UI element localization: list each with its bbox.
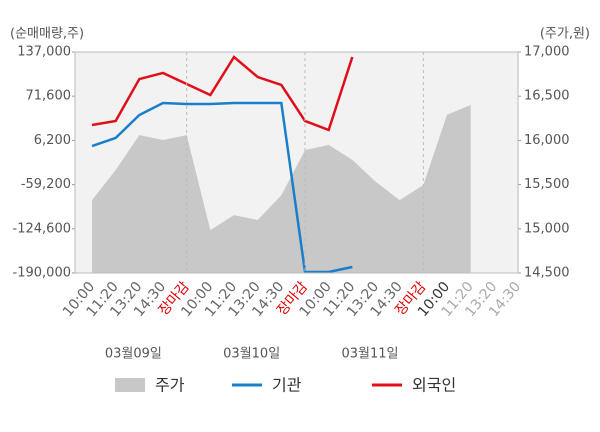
y-tick-label: 137,000 [17,45,71,60]
y2-tick-label: 14,500 [524,266,570,281]
y2-axis-label: (주가,원) [540,27,590,42]
y2-tick-label: 16,000 [524,133,570,148]
y-tick-label: 6,200 [34,133,71,148]
price-area [92,105,471,273]
legend-swatch [115,378,145,392]
y-axis-label: (순매매량,주) [10,27,84,42]
y2-tick-label: 17,000 [524,45,570,60]
y2-tick-label: 15,000 [524,221,570,236]
y2-tick-label: 15,500 [524,177,570,192]
y-tick-label: -190,000 [13,266,71,281]
legend-label: 기관 [272,376,302,395]
plot-frame [74,51,519,274]
y-tick-label: -59,200 [21,177,71,192]
legend-label: 외국인 [412,376,456,395]
y2-tick-label: 16,500 [524,89,570,104]
date-label: 03월10일 [223,347,280,362]
legend-label: 주가 [155,376,185,395]
series-line [91,55,354,132]
y-tick-label: 71,600 [26,89,72,104]
series-line [91,101,353,274]
date-label: 03월11일 [341,347,398,362]
date-label: 03월09일 [105,347,162,362]
y-tick-label: -124,600 [13,221,71,236]
